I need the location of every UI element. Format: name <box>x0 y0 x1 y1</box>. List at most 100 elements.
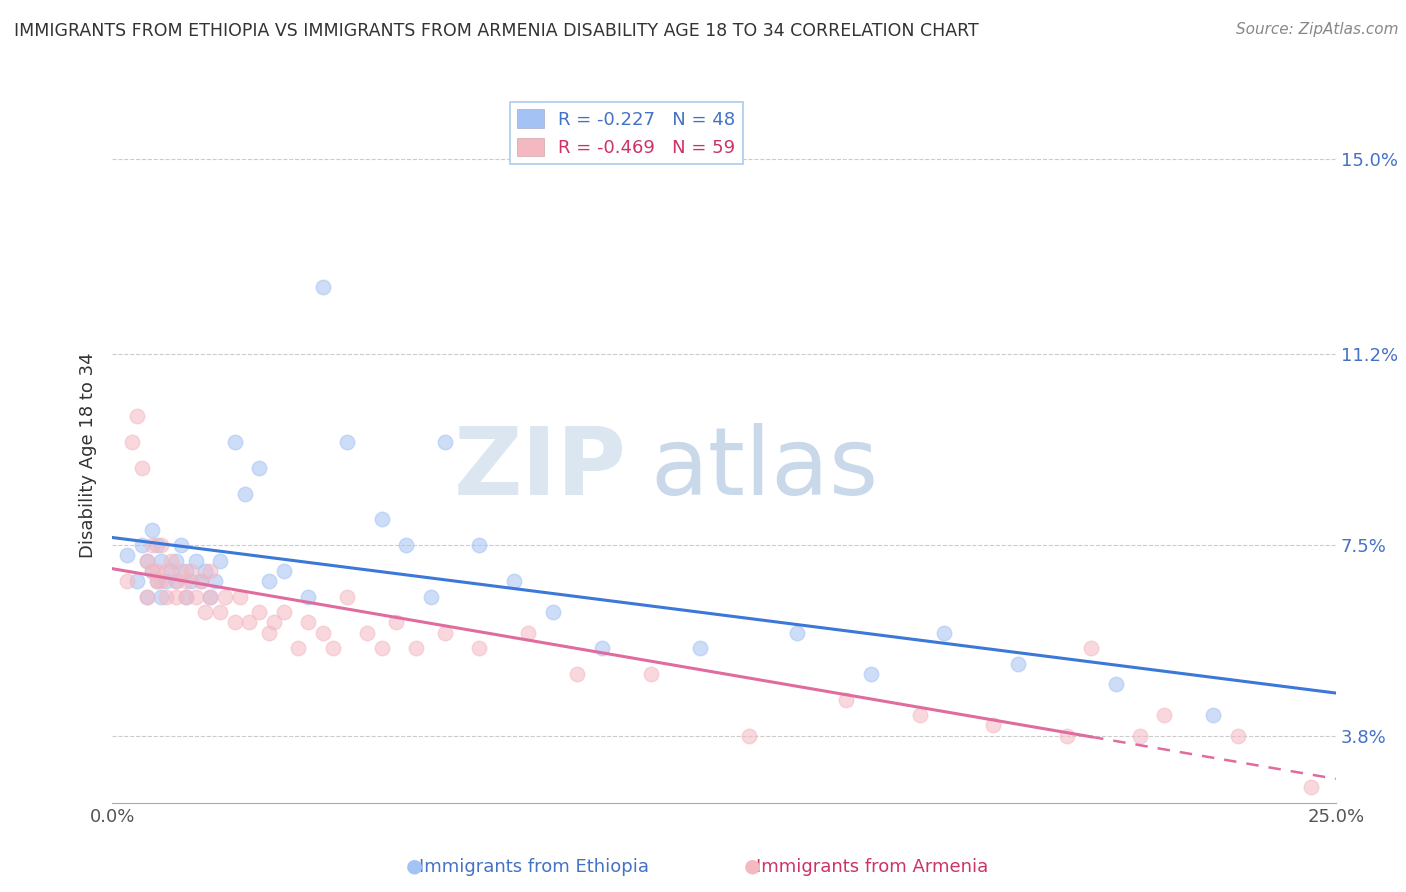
Point <box>468 538 491 552</box>
Point <box>150 574 173 589</box>
Point <box>312 280 335 294</box>
Point <box>224 435 246 450</box>
Point <box>165 590 187 604</box>
Point <box>233 486 256 500</box>
Point <box>150 590 173 604</box>
Point <box>1080 641 1102 656</box>
Point <box>238 615 260 630</box>
Point <box>419 590 441 604</box>
Point <box>200 564 222 578</box>
Point <box>180 564 202 578</box>
Point <box>336 435 359 450</box>
Point <box>204 574 226 589</box>
Point <box>145 538 167 552</box>
Point <box>141 564 163 578</box>
Point <box>356 625 378 640</box>
Point <box>336 590 359 604</box>
Point <box>228 590 250 604</box>
Point <box>247 605 270 619</box>
Point <box>150 553 173 567</box>
Point <box>1153 708 1175 723</box>
Point <box>174 590 197 604</box>
Text: ●: ● <box>744 857 761 876</box>
Point <box>312 625 335 640</box>
Point <box>517 625 540 640</box>
Point <box>209 553 232 567</box>
Point <box>184 590 207 604</box>
Point <box>689 641 711 656</box>
Point <box>165 574 187 589</box>
Point <box>135 553 157 567</box>
Point <box>434 625 457 640</box>
Point <box>908 708 931 723</box>
Point <box>786 625 808 640</box>
Point <box>297 590 319 604</box>
Point <box>1104 677 1126 691</box>
Point <box>395 538 418 552</box>
Text: Source: ZipAtlas.com: Source: ZipAtlas.com <box>1236 22 1399 37</box>
Point <box>1056 729 1078 743</box>
Point <box>502 574 524 589</box>
Point <box>591 641 613 656</box>
Point <box>640 667 662 681</box>
Point <box>434 435 457 450</box>
Point <box>141 564 163 578</box>
Point <box>170 538 193 552</box>
Point <box>125 574 148 589</box>
Text: IMMIGRANTS FROM ETHIOPIA VS IMMIGRANTS FROM ARMENIA DISABILITY AGE 18 TO 34 CORR: IMMIGRANTS FROM ETHIOPIA VS IMMIGRANTS F… <box>14 22 979 40</box>
Point <box>405 641 427 656</box>
Point <box>180 574 202 589</box>
Point <box>174 564 197 578</box>
Legend: R = -0.227   N = 48, R = -0.469   N = 59: R = -0.227 N = 48, R = -0.469 N = 59 <box>510 103 742 164</box>
Point <box>165 553 187 567</box>
Point <box>200 590 222 604</box>
Point <box>184 553 207 567</box>
Point <box>981 718 1004 732</box>
Point <box>1301 780 1323 795</box>
Point <box>200 590 222 604</box>
Point <box>141 523 163 537</box>
Point <box>247 460 270 475</box>
Text: Immigrants from Ethiopia: Immigrants from Ethiopia <box>419 858 650 876</box>
Point <box>145 574 167 589</box>
Point <box>468 641 491 656</box>
Point <box>1226 729 1249 743</box>
Point <box>190 574 212 589</box>
Point <box>190 574 212 589</box>
Point <box>263 615 285 630</box>
Point <box>170 564 193 578</box>
Point <box>224 615 246 630</box>
Point <box>257 625 280 640</box>
Text: atlas: atlas <box>651 423 879 515</box>
Point <box>160 553 183 567</box>
Point <box>150 538 173 552</box>
Point <box>370 641 392 656</box>
Point <box>297 615 319 630</box>
Point <box>155 574 177 589</box>
Point <box>194 605 217 619</box>
Point <box>835 692 858 706</box>
Point <box>141 538 163 552</box>
Text: ●: ● <box>406 857 423 876</box>
Point <box>155 590 177 604</box>
Point <box>257 574 280 589</box>
Point <box>541 605 564 619</box>
Point <box>194 564 217 578</box>
Point <box>135 553 157 567</box>
Point <box>273 605 295 619</box>
Point <box>174 574 197 589</box>
Point <box>209 605 232 619</box>
Point <box>121 435 143 450</box>
Point <box>273 564 295 578</box>
Point <box>135 590 157 604</box>
Point <box>934 625 956 640</box>
Point <box>370 512 392 526</box>
Text: ZIP: ZIP <box>453 423 626 515</box>
Point <box>145 564 167 578</box>
Y-axis label: Disability Age 18 to 34: Disability Age 18 to 34 <box>79 352 97 558</box>
Point <box>174 590 197 604</box>
Point <box>115 574 138 589</box>
Point <box>160 564 183 578</box>
Point <box>322 641 344 656</box>
Point <box>1007 657 1029 671</box>
